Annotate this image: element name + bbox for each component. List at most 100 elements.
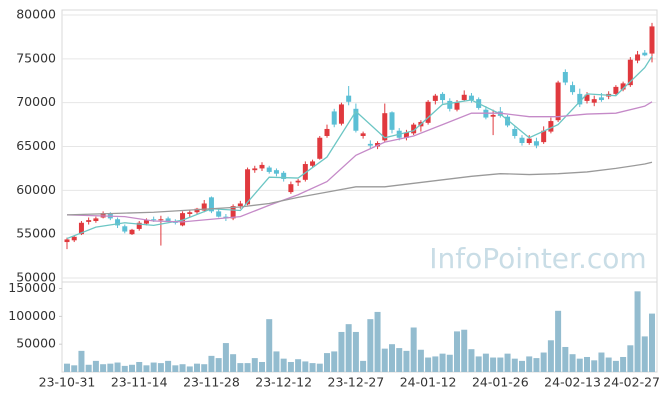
y-tick-label: 50000 bbox=[16, 270, 56, 285]
volume-bar bbox=[287, 361, 294, 372]
volume-bar bbox=[309, 363, 316, 372]
volume-bar bbox=[114, 362, 121, 372]
candle-body bbox=[490, 114, 496, 117]
y-tick-label: 55000 bbox=[16, 226, 56, 241]
candle-body bbox=[533, 141, 539, 146]
volume-bar bbox=[591, 360, 598, 372]
volume-bar bbox=[107, 363, 114, 372]
candle-body bbox=[64, 239, 70, 243]
volume-panel bbox=[61, 281, 658, 373]
candle-body bbox=[548, 121, 554, 132]
volume-bar bbox=[389, 344, 395, 372]
x-tick-label: 23-12-27 bbox=[328, 375, 385, 390]
volume-bar bbox=[569, 354, 576, 372]
candle-body bbox=[317, 137, 323, 159]
x-tick-label: 24-01-12 bbox=[400, 375, 457, 390]
volume-bar bbox=[136, 361, 143, 372]
volume-bar bbox=[547, 340, 554, 372]
candle-body bbox=[324, 128, 330, 136]
volume-bar bbox=[454, 331, 460, 372]
volume-bar bbox=[259, 361, 265, 372]
moving-average-line bbox=[66, 101, 653, 223]
candle-body bbox=[577, 93, 583, 105]
candle-body bbox=[93, 218, 99, 222]
volume-bar bbox=[627, 345, 634, 372]
volume-bar bbox=[410, 327, 417, 372]
volume-bar bbox=[641, 336, 648, 372]
candle-body bbox=[635, 54, 641, 61]
volume-bar bbox=[439, 353, 446, 372]
y-tick-label: 75000 bbox=[16, 50, 56, 65]
volume-bar bbox=[425, 357, 432, 372]
volume-bar bbox=[352, 331, 359, 372]
volume-bar bbox=[244, 363, 251, 372]
volume-bar bbox=[360, 360, 367, 372]
volume-bar bbox=[165, 360, 172, 372]
candle-body bbox=[245, 169, 251, 205]
candle-body bbox=[642, 52, 648, 56]
candle-body bbox=[570, 85, 576, 93]
candle-body bbox=[526, 138, 532, 143]
candle-body bbox=[432, 95, 438, 101]
candle-body bbox=[620, 83, 626, 90]
volume-bar bbox=[367, 319, 374, 372]
candle-body bbox=[382, 113, 388, 141]
candle-body bbox=[129, 229, 135, 235]
candle-body bbox=[512, 128, 518, 136]
candle-body bbox=[273, 170, 279, 174]
volume-bar bbox=[316, 363, 323, 372]
volume-bar bbox=[129, 364, 135, 372]
volume-bar bbox=[540, 352, 547, 372]
candle-body bbox=[259, 164, 265, 169]
candle-body bbox=[454, 102, 460, 110]
volume-bar bbox=[482, 353, 489, 372]
y-tick-label: 65000 bbox=[16, 138, 56, 153]
volume-bar bbox=[280, 358, 287, 372]
volume-bar bbox=[381, 348, 388, 372]
candle-body bbox=[158, 219, 164, 221]
candle-body bbox=[71, 236, 77, 241]
volume-bar bbox=[612, 360, 619, 372]
volume-bar bbox=[208, 355, 215, 372]
candle-body bbox=[172, 221, 178, 223]
volume-bar bbox=[605, 357, 612, 372]
candle-body bbox=[403, 132, 409, 138]
volume-bar bbox=[186, 366, 193, 372]
y-tick-label: 60000 bbox=[16, 182, 56, 197]
candle-body bbox=[165, 218, 171, 222]
volume-bar bbox=[519, 360, 525, 372]
candle-body bbox=[346, 95, 352, 102]
x-tick-label: 23-11-28 bbox=[183, 375, 240, 390]
candle-body bbox=[598, 97, 604, 101]
volume-bar bbox=[475, 356, 482, 372]
volume-bar bbox=[121, 365, 128, 372]
volume-bar bbox=[266, 319, 273, 372]
watermark: InfoPointer.com bbox=[429, 242, 646, 275]
candle-body bbox=[440, 93, 446, 101]
volume-bar bbox=[533, 358, 540, 372]
candle-body bbox=[367, 143, 373, 146]
candle-body bbox=[208, 197, 214, 212]
volume-bar bbox=[251, 358, 258, 372]
candle-body bbox=[115, 219, 121, 226]
candle-body bbox=[237, 203, 243, 207]
candle-body bbox=[194, 208, 200, 213]
volume-bar bbox=[215, 358, 222, 372]
volume-bar bbox=[490, 357, 497, 372]
candle-body bbox=[86, 220, 92, 222]
candle-body bbox=[360, 133, 366, 136]
volume-bar bbox=[432, 356, 439, 372]
volume-bar bbox=[446, 354, 453, 372]
candle-body bbox=[555, 82, 561, 121]
candle-body bbox=[143, 220, 149, 224]
candle-body bbox=[78, 222, 84, 235]
volume-bar bbox=[331, 351, 338, 372]
candle-body bbox=[353, 108, 359, 131]
candle-body bbox=[122, 226, 128, 232]
x-tick-label: 24-01-26 bbox=[472, 375, 529, 390]
candle-body bbox=[266, 167, 272, 172]
candle-body bbox=[100, 213, 106, 218]
volume-bar bbox=[222, 343, 229, 372]
volume-bar bbox=[417, 349, 424, 372]
